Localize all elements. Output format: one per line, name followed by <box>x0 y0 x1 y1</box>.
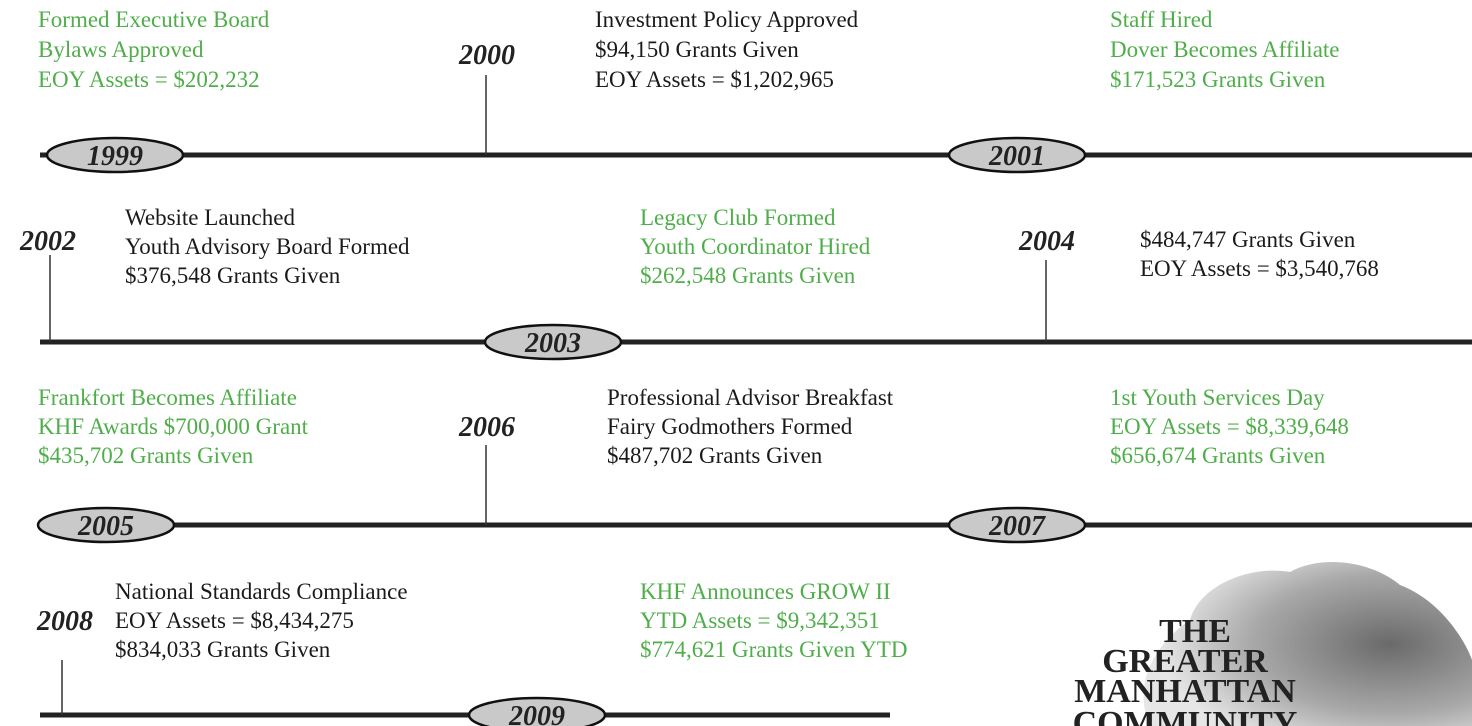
timeline: THE GREATER MANHATTAN COMMUNITY 1999Form… <box>0 0 1472 726</box>
event-text: Fairy Godmothers Formed <box>607 414 853 439</box>
year-label: 2000 <box>458 40 515 71</box>
year-label: 2006 <box>458 412 515 443</box>
event-text: $656,674 Grants Given <box>1110 443 1326 468</box>
event-text: Dover Becomes Affiliate <box>1110 37 1340 62</box>
event-text: Youth Coordinator Hired <box>640 234 871 259</box>
year-label: 2005 <box>77 511 134 542</box>
event-text: Formed Executive Board <box>38 7 270 32</box>
event-text: $484,747 Grants Given <box>1140 227 1356 252</box>
event-text: $774,621 Grants Given YTD <box>640 637 907 662</box>
year-label: 2002 <box>19 226 76 257</box>
event-text: $94,150 Grants Given <box>595 37 799 62</box>
year-label: 2008 <box>36 606 93 637</box>
event-text: National Standards Compliance <box>115 579 408 604</box>
event-text: $487,702 Grants Given <box>607 443 823 468</box>
year-label: 2004 <box>1018 226 1075 257</box>
event-text: EOY Assets = $3,540,768 <box>1140 256 1379 281</box>
logo-text: COMMUNITY <box>1073 705 1298 726</box>
year-label: 2001 <box>988 141 1045 172</box>
event-text: Frankfort Becomes Affiliate <box>38 385 297 410</box>
event-text: Youth Advisory Board Formed <box>125 234 410 259</box>
event-text: YTD Assets = $9,342,351 <box>640 608 880 633</box>
event-text: EOY Assets = $8,434,275 <box>115 608 354 633</box>
event-text: Bylaws Approved <box>38 37 204 62</box>
event-text: 1st Youth Services Day <box>1110 385 1325 410</box>
event-text: EOY Assets = $202,232 <box>38 67 260 92</box>
event-text: EOY Assets = $8,339,648 <box>1110 414 1349 439</box>
event-text: Investment Policy Approved <box>595 7 859 32</box>
year-label: 1999 <box>87 141 143 172</box>
event-text: EOY Assets = $1,202,965 <box>595 67 834 92</box>
event-text: Professional Advisor Breakfast <box>607 385 894 410</box>
event-text: $376,548 Grants Given <box>125 263 341 288</box>
event-text: Staff Hired <box>1110 7 1213 32</box>
event-text: Website Launched <box>125 205 295 230</box>
year-label: 2007 <box>988 511 1046 542</box>
event-text: $834,033 Grants Given <box>115 637 331 662</box>
event-text: $171,523 Grants Given <box>1110 67 1326 92</box>
event-text: KHF Awards $700,000 Grant <box>38 414 309 439</box>
year-label: 2009 <box>508 701 565 726</box>
event-text: $435,702 Grants Given <box>38 443 254 468</box>
event-text: Legacy Club Formed <box>640 205 836 230</box>
event-text: KHF Announces GROW II <box>640 579 891 604</box>
event-text: $262,548 Grants Given <box>640 263 856 288</box>
year-label: 2003 <box>524 328 581 359</box>
